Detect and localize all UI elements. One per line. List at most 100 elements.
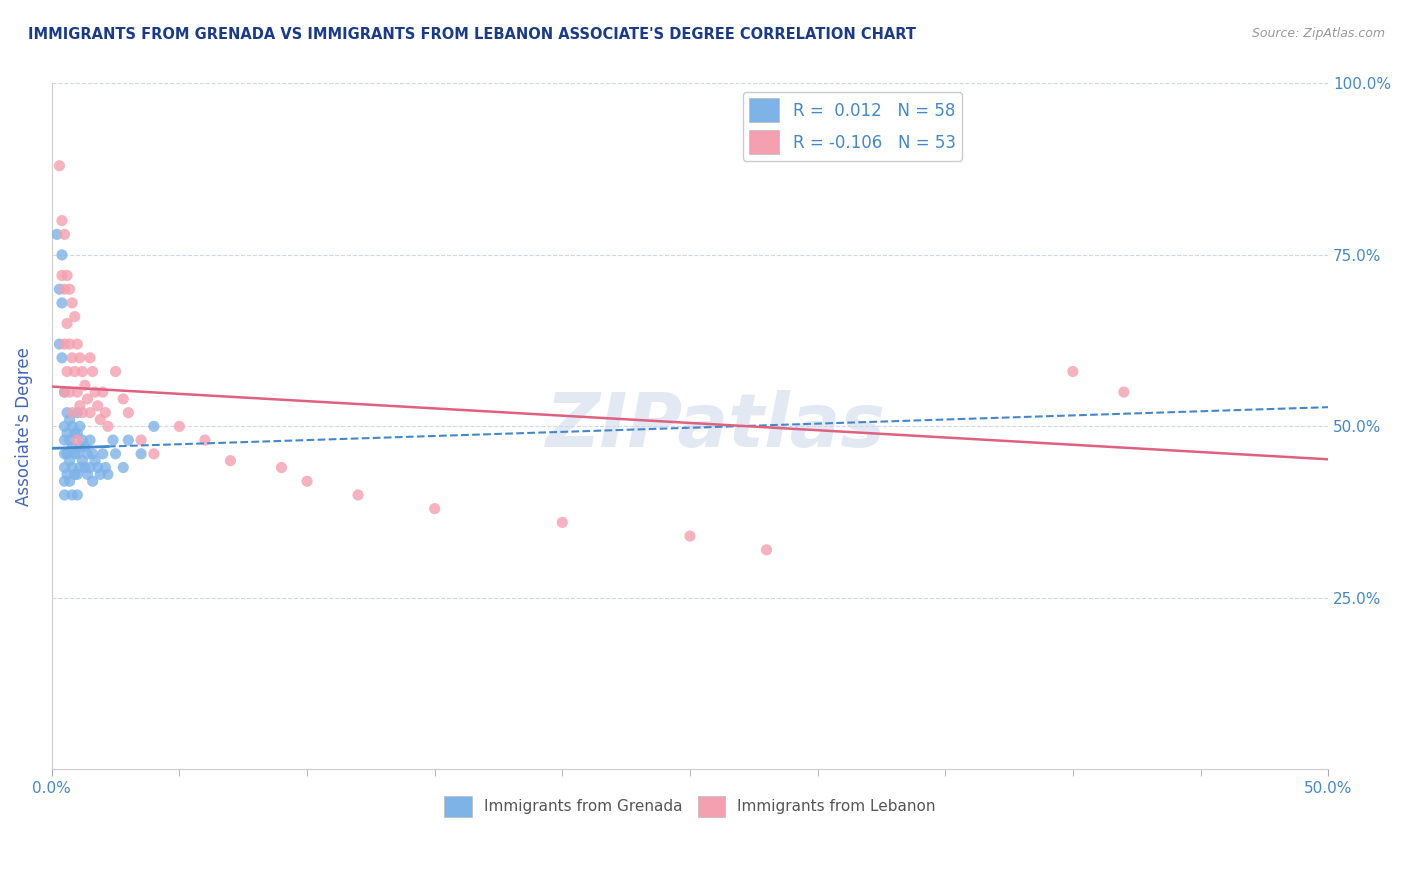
Point (104, 447, 127, 461)
Point (59, 475, 82, 489)
Point (66, 337, 89, 351)
Point (53, 447, 76, 461)
Point (89, 467, 111, 482)
Point (84, 385, 107, 400)
Point (94, 406, 117, 420)
Point (97, 419, 120, 434)
Point (129, 447, 152, 461)
Point (194, 433, 217, 447)
Point (56, 467, 79, 482)
Point (76, 467, 98, 482)
Point (551, 516, 574, 530)
Point (1112, 385, 1135, 400)
Point (142, 447, 165, 461)
Point (59, 412, 82, 426)
Point (69, 351, 91, 365)
Y-axis label: Associate's Degree: Associate's Degree (15, 347, 32, 506)
Point (60, 406, 83, 420)
Point (112, 460, 135, 475)
Point (73, 378, 96, 392)
Point (270, 460, 292, 475)
Text: ZIPatlas: ZIPatlas (546, 390, 886, 463)
Point (79, 406, 101, 420)
Point (63, 467, 86, 482)
Point (53, 488, 76, 502)
Point (53, 419, 76, 434)
Point (59, 433, 82, 447)
Point (347, 488, 370, 502)
Point (69, 460, 91, 475)
Point (679, 529, 702, 543)
Point (56, 268, 79, 283)
Point (66, 467, 89, 482)
Point (51, 213, 73, 227)
Point (66, 433, 89, 447)
Point (295, 475, 318, 489)
Point (56, 317, 79, 331)
Point (101, 433, 124, 447)
Point (72, 364, 94, 378)
Point (56, 447, 79, 461)
Point (59, 385, 82, 400)
Point (59, 453, 82, 467)
Point (63, 310, 86, 324)
Point (53, 475, 76, 489)
Text: IMMIGRANTS FROM GRENADA VS IMMIGRANTS FROM LEBANON ASSOCIATE'S DEGREE CORRELATIO: IMMIGRANTS FROM GRENADA VS IMMIGRANTS FR… (28, 27, 917, 42)
Point (169, 419, 191, 434)
Point (82, 364, 104, 378)
Point (59, 282, 82, 296)
Point (60, 296, 83, 310)
Point (51, 296, 73, 310)
Point (60, 488, 83, 502)
Point (84, 453, 107, 467)
Point (91, 447, 114, 461)
Point (53, 282, 76, 296)
Point (82, 447, 104, 461)
Point (97, 467, 120, 482)
Point (755, 542, 778, 557)
Point (423, 501, 446, 516)
Point (60, 351, 83, 365)
Point (72, 433, 94, 447)
Point (69, 419, 91, 434)
Point (45, 227, 67, 242)
Point (60, 440, 83, 454)
Point (104, 364, 127, 378)
Point (69, 440, 91, 454)
Point (56, 406, 79, 420)
Point (60, 460, 83, 475)
Point (51, 248, 73, 262)
Point (76, 392, 98, 406)
Point (63, 364, 86, 378)
Point (66, 488, 89, 502)
Point (72, 453, 94, 467)
Point (59, 337, 82, 351)
Point (79, 433, 101, 447)
Point (53, 385, 76, 400)
Point (69, 399, 91, 413)
Point (91, 385, 114, 400)
Point (142, 419, 165, 434)
Text: Source: ZipAtlas.com: Source: ZipAtlas.com (1251, 27, 1385, 40)
Point (48, 282, 70, 296)
Point (73, 460, 96, 475)
Point (53, 337, 76, 351)
Point (82, 475, 104, 489)
Point (53, 227, 76, 242)
Point (51, 268, 73, 283)
Point (72, 406, 94, 420)
Point (63, 447, 86, 461)
Point (66, 406, 89, 420)
Point (60, 419, 83, 434)
Point (219, 453, 242, 467)
Point (112, 392, 135, 406)
Point (79, 351, 101, 365)
Point (94, 460, 117, 475)
Point (48, 159, 70, 173)
Point (89, 412, 111, 426)
Point (53, 460, 76, 475)
Point (129, 433, 152, 447)
Point (117, 406, 139, 420)
Point (79, 460, 101, 475)
Point (73, 440, 96, 454)
